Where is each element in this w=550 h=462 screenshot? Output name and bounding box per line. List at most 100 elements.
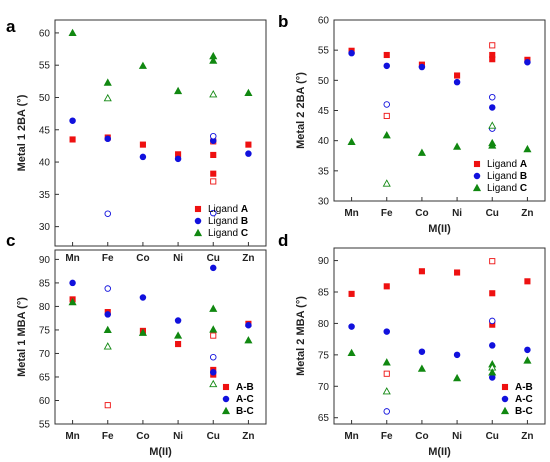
legend-marker-A [194,205,202,213]
data-point-B [489,93,496,101]
data-point-B [139,153,147,161]
data-point-B-C [382,358,391,366]
y-tick-label: 40 [318,136,330,147]
data-point-A-C [209,353,217,361]
y-tick-label: 55 [39,61,51,72]
data-point-A-C [453,351,461,359]
data-point-C [417,148,426,156]
y-tick-label: 55 [39,420,51,431]
data-point-C [209,90,218,98]
data-point-C [103,93,112,102]
data-point-A-B [383,370,390,377]
legend-marker-A-B [222,383,230,391]
y-axis-label: Metal 2 MBA (°) [295,296,307,376]
y-tick-label: 80 [318,319,330,330]
data-point-A-C [489,342,496,349]
data-point-B [418,63,426,71]
data-point-A-B [489,290,496,297]
x-tick-label: Mn [65,253,79,264]
x-axis-label: M(II) [428,223,451,235]
y-tick-label: 90 [39,255,51,266]
data-point-B-C [488,368,497,376]
legend-marker-A-B [501,383,509,391]
data-point-A-B [348,290,355,297]
data-point-A [245,141,252,148]
plot-frame [54,19,267,247]
y-axis-label: Metal 2 2BA (°) [295,72,307,149]
x-tick-label: Zn [521,431,533,442]
x-axis-label: M(II) [428,446,451,458]
data-point-C [103,78,112,86]
y-tick-label: 65 [39,372,51,383]
data-point-A [489,42,496,49]
plot-frame [333,247,546,425]
data-point-A-C [139,294,147,301]
data-point-A-C [209,369,217,376]
data-point-B [104,210,111,217]
data-point-A-B [418,268,425,275]
y-tick-label: 60 [39,28,51,39]
y-tick-label: 45 [318,106,330,117]
data-point-A [454,72,461,79]
y-tick-label: 35 [318,166,330,177]
data-point-A-C [418,348,426,355]
data-point-A [383,112,390,119]
data-point-A-C [524,346,531,354]
x-tick-label: Cu [486,208,499,219]
data-point-C [382,131,391,139]
y-tick-label: 50 [318,76,330,87]
y-axis-label: Metal 1 2BA (°) [16,94,28,171]
data-point-A-B [524,278,531,285]
legend-label: Ligand A [487,159,527,170]
x-tick-label: Cu [486,431,499,442]
data-point-B-C [523,356,532,364]
x-tick-label: Ni [173,253,183,264]
legend-label: Ligand B [487,171,527,182]
legend-label: A-B [236,382,254,393]
y-tick-label: 75 [318,350,330,361]
y-tick-label: 35 [39,190,51,201]
y-tick-label: 30 [318,197,330,208]
legend-marker-B [194,217,202,225]
data-point-C [209,56,218,64]
data-point-B-C [347,348,356,357]
legend-label: A-C [236,394,254,405]
x-tick-label: Mn [65,431,79,442]
x-tick-label: Zn [242,253,254,264]
y-tick-label: 40 [39,158,51,169]
data-point-B-C [209,325,218,333]
legend-marker-A-C [222,395,230,403]
x-tick-label: Ni [452,208,462,219]
y-tick-label: 70 [39,349,51,360]
data-point-A [139,141,146,148]
legend-marker-A [473,160,481,168]
y-tick-label: 90 [318,256,330,267]
x-tick-label: Mn [344,431,358,442]
data-point-B [245,150,252,157]
data-point-B [104,135,111,143]
data-point-A-C [489,317,496,325]
y-tick-label: 65 [318,413,330,424]
data-point-B [174,155,182,163]
y-tick-label: 80 [39,302,51,313]
x-tick-label: Zn [521,208,533,219]
data-point-B-C [244,336,253,344]
panel-d: 65 70 75 80 85 90 Mn Fe Co Ni Cu Zn Metal 2 MBA (°) M… [278,231,546,458]
data-point-B-C [453,373,462,382]
data-point-C [523,144,532,153]
panel-label: b [278,12,288,31]
legend-marker-B-C [221,406,231,415]
data-point-C [138,61,147,69]
legend-label: Ligand A [208,204,248,215]
data-point-B-C [209,304,218,312]
x-axis-label: M(II) [149,446,172,458]
x-tick-label: Co [136,431,149,442]
data-point-A [383,51,390,59]
panel-b: 30 35 40 45 50 55 60 Mn Fe Co Ni Cu Zn Metal 2 2BA (°… [278,12,546,235]
legend-label: Ligand C [208,228,248,239]
data-point-B [348,49,355,57]
data-point-B-C [209,379,218,388]
x-tick-label: Co [415,431,428,442]
x-tick-label: Mn [344,208,358,219]
